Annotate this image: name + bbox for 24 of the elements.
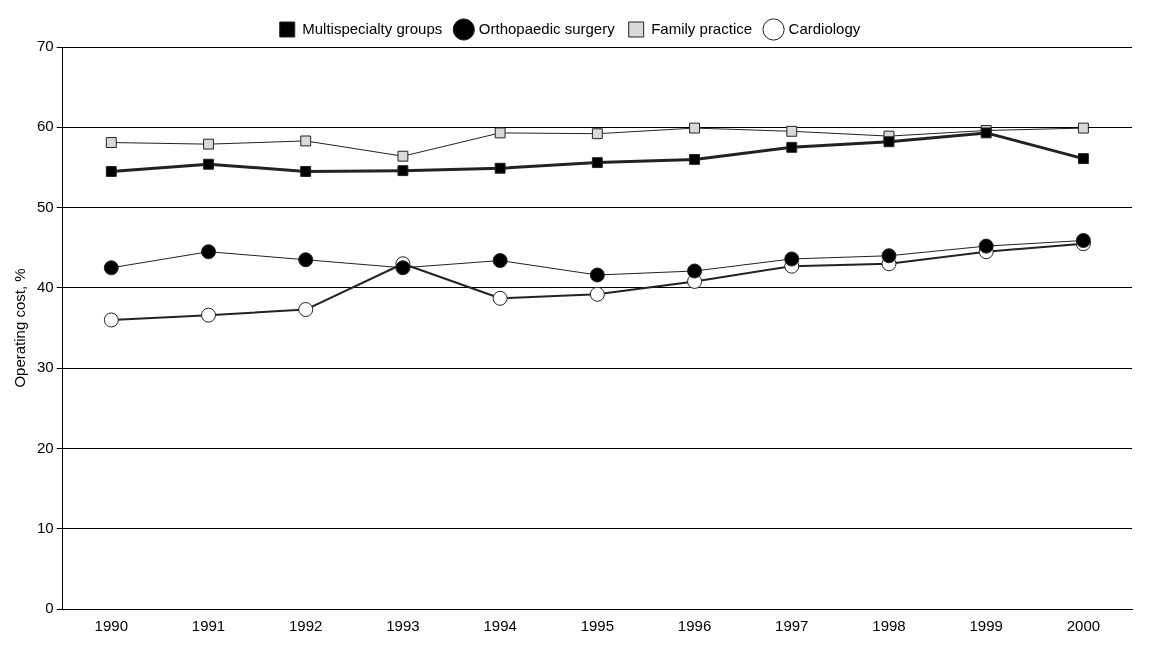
x-tick-label: 1992: [289, 617, 323, 635]
x-tick-label: 1998: [872, 617, 906, 635]
legend-label: Cardiology: [788, 19, 861, 37]
y-tick-label: 50: [37, 197, 54, 215]
y-tick-label: 40: [37, 278, 54, 295]
legend-label: Family practice: [651, 19, 753, 37]
x-tick-label: 1995: [580, 617, 615, 635]
y-tick-label: 0: [45, 599, 54, 617]
y-tick-label: 30: [37, 358, 54, 376]
y-tick-label: 20: [37, 438, 54, 456]
x-tick-label: 1993: [386, 617, 420, 635]
x-tick-label: 1999: [969, 617, 1003, 635]
y-tick-label: 60: [37, 117, 54, 135]
legend-label: Multispecialty groups: [302, 19, 443, 37]
x-tick-label: 1991: [191, 617, 226, 635]
x-tick-label: 1990: [94, 617, 128, 635]
y-axis-title: Operating cost, %: [11, 268, 29, 388]
x-tick-label: 2000: [1066, 617, 1101, 635]
x-tick-label: 1996: [677, 617, 712, 635]
x-tick-label: 1994: [483, 617, 517, 635]
x-tick-label: 1997: [775, 617, 809, 635]
y-tick-label: 70: [37, 37, 54, 55]
legend-label: Orthopaedic surgery: [478, 19, 616, 37]
y-tick-label: 10: [37, 518, 54, 536]
